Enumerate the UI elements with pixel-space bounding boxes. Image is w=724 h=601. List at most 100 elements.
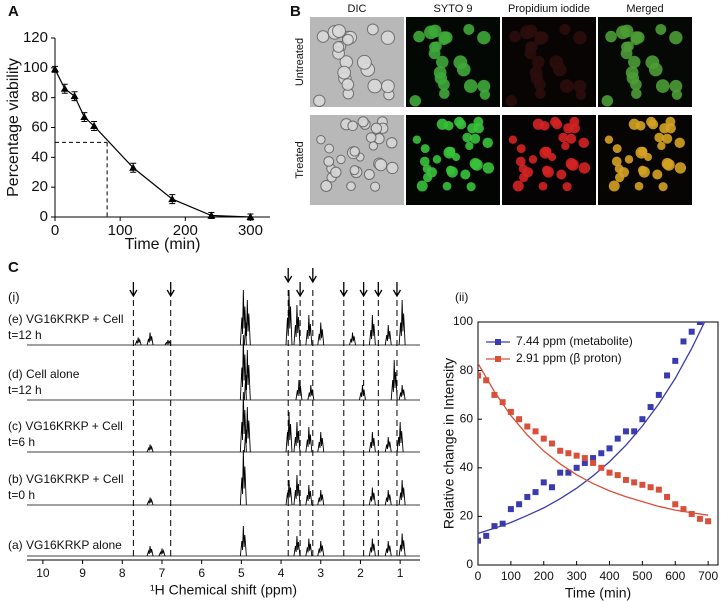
cell xyxy=(573,31,587,45)
data-point xyxy=(532,428,539,435)
marker-arrow xyxy=(308,268,317,284)
data-point xyxy=(639,416,646,423)
cell xyxy=(669,79,683,93)
column-header: DIC xyxy=(348,3,367,15)
x-tick-label: 0 xyxy=(475,569,482,583)
y-tick-label: 40 xyxy=(460,460,474,474)
x-tick-label: 9 xyxy=(79,566,86,580)
data-point xyxy=(565,469,572,476)
data-point xyxy=(540,435,547,442)
cell xyxy=(638,165,648,175)
cell xyxy=(380,30,396,45)
cell xyxy=(413,30,425,43)
data-point xyxy=(680,506,687,513)
cell xyxy=(509,30,521,43)
y-tick-label: 100 xyxy=(453,314,473,328)
cell xyxy=(332,41,345,53)
cell xyxy=(463,79,478,93)
marker-arrow xyxy=(296,282,305,298)
marker-arrow xyxy=(129,282,138,298)
peak xyxy=(239,525,247,557)
data-point xyxy=(655,486,662,493)
cell xyxy=(549,55,564,70)
data-line xyxy=(54,69,251,218)
cell xyxy=(604,135,614,144)
cell xyxy=(341,78,355,91)
cell xyxy=(320,180,333,192)
trace-label: (d) Cell alone xyxy=(8,367,80,381)
data-point xyxy=(540,479,547,486)
peak xyxy=(317,489,325,506)
cell xyxy=(466,182,476,192)
cell xyxy=(512,180,524,192)
cell xyxy=(428,24,442,38)
cell xyxy=(462,132,473,143)
peak xyxy=(285,479,293,506)
cell xyxy=(370,122,383,134)
cell xyxy=(477,79,491,93)
data-point xyxy=(548,440,555,447)
peak xyxy=(243,406,251,453)
cell xyxy=(625,66,639,79)
data-point xyxy=(51,65,59,73)
data-point xyxy=(696,322,703,325)
cell xyxy=(524,24,538,38)
peak xyxy=(317,431,325,453)
trace-label: (e) VG16KRKP + Cell xyxy=(8,312,124,326)
data-point xyxy=(557,469,564,476)
cell xyxy=(346,181,356,192)
data-point xyxy=(483,532,490,539)
x-tick-label: 100 xyxy=(501,569,521,583)
y-axis-label: Percentage viability xyxy=(5,58,22,197)
trace-label: (a) VG16KRKP alone xyxy=(8,538,122,552)
cell xyxy=(386,137,398,149)
x-tick-label: 600 xyxy=(665,569,685,583)
y-tick-label: 120 xyxy=(23,29,48,46)
cell xyxy=(611,156,622,167)
cell xyxy=(368,141,379,151)
peak xyxy=(239,289,247,346)
peak xyxy=(164,339,172,346)
cell xyxy=(453,55,468,70)
cell xyxy=(618,167,630,178)
legend-marker xyxy=(495,339,501,345)
cell xyxy=(659,123,670,134)
legend-label: 2.91 ppm (β proton) xyxy=(516,351,622,365)
cell xyxy=(655,79,670,93)
data-point xyxy=(499,520,506,527)
peak xyxy=(396,421,404,453)
x-tick-label: 6 xyxy=(198,566,205,580)
data-point xyxy=(532,489,539,496)
cell xyxy=(528,155,538,164)
panel-label: A xyxy=(8,3,19,20)
data-point xyxy=(614,472,621,479)
data-point xyxy=(548,484,555,491)
cell xyxy=(559,23,571,35)
cell xyxy=(409,95,422,107)
cell xyxy=(578,137,589,149)
cell xyxy=(573,79,587,93)
data-point xyxy=(647,484,654,491)
peak xyxy=(305,538,313,557)
cell xyxy=(621,41,632,53)
data-point xyxy=(647,404,654,411)
cell xyxy=(433,66,447,79)
cell xyxy=(561,141,570,151)
cell xyxy=(316,30,330,43)
y-tick-label: 60 xyxy=(31,118,48,135)
cell xyxy=(515,156,526,167)
sub-panel-label: (i) xyxy=(8,289,20,304)
legend-marker xyxy=(495,356,501,362)
x-axis-label: Time (min) xyxy=(125,236,201,253)
data-point xyxy=(524,493,531,500)
cell xyxy=(662,158,675,171)
cell xyxy=(467,123,478,134)
cell xyxy=(542,146,552,157)
x-tick-label: 10 xyxy=(36,566,50,580)
cell xyxy=(539,120,550,131)
peak xyxy=(305,314,313,346)
cell xyxy=(336,154,346,165)
data-point xyxy=(478,372,481,379)
cell xyxy=(439,88,450,99)
cell xyxy=(482,137,493,149)
